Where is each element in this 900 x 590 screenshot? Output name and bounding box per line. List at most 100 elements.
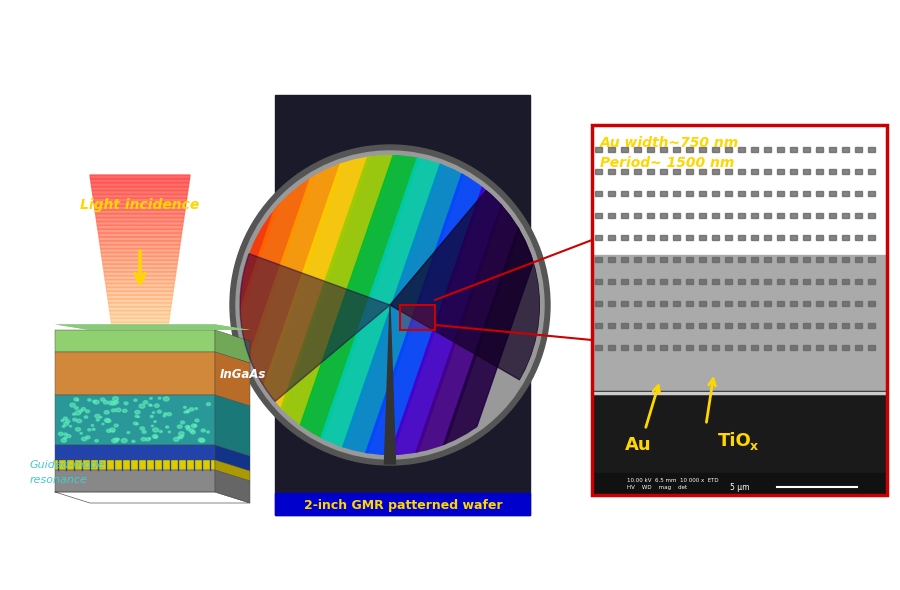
Bar xyxy=(608,279,615,284)
Bar xyxy=(855,213,862,218)
Polygon shape xyxy=(97,221,184,225)
Polygon shape xyxy=(215,445,250,471)
Bar xyxy=(803,169,810,174)
Bar xyxy=(647,191,654,196)
Ellipse shape xyxy=(58,432,63,435)
Polygon shape xyxy=(55,324,250,330)
Bar xyxy=(592,473,887,495)
Polygon shape xyxy=(94,206,185,210)
Ellipse shape xyxy=(150,405,152,407)
Ellipse shape xyxy=(177,436,181,438)
Bar xyxy=(634,169,641,174)
Ellipse shape xyxy=(93,400,96,402)
Ellipse shape xyxy=(113,438,119,441)
Polygon shape xyxy=(290,155,420,455)
Ellipse shape xyxy=(112,396,119,401)
Bar xyxy=(634,345,641,350)
Ellipse shape xyxy=(101,398,105,401)
Bar xyxy=(738,169,745,174)
Bar xyxy=(634,235,641,240)
Bar xyxy=(842,345,849,350)
Bar xyxy=(855,257,862,262)
Bar xyxy=(803,257,810,262)
Ellipse shape xyxy=(87,399,91,401)
Bar xyxy=(660,257,667,262)
Bar xyxy=(751,323,758,328)
Bar xyxy=(608,147,615,152)
Bar xyxy=(608,169,615,174)
Ellipse shape xyxy=(150,415,153,418)
Ellipse shape xyxy=(141,438,146,441)
Bar xyxy=(673,301,680,306)
Bar xyxy=(673,235,680,240)
Wedge shape xyxy=(240,254,390,401)
Bar xyxy=(725,301,732,306)
Polygon shape xyxy=(110,314,170,319)
Bar xyxy=(660,301,667,306)
Bar xyxy=(764,235,771,240)
Bar xyxy=(777,323,784,328)
Ellipse shape xyxy=(86,436,90,439)
Bar xyxy=(621,257,628,262)
Ellipse shape xyxy=(73,418,77,421)
Text: HV    WD    mag    det: HV WD mag det xyxy=(627,486,687,490)
Bar xyxy=(595,257,602,262)
Bar xyxy=(842,279,849,284)
Bar xyxy=(660,213,667,218)
Polygon shape xyxy=(106,287,174,291)
Ellipse shape xyxy=(112,439,118,443)
Bar xyxy=(803,147,810,152)
Bar xyxy=(673,345,680,350)
Bar xyxy=(868,191,875,196)
Bar xyxy=(634,279,641,284)
Ellipse shape xyxy=(106,430,111,432)
Ellipse shape xyxy=(151,425,154,427)
Polygon shape xyxy=(109,307,171,310)
Text: 10.00 kV  6.5 mm  10 000 x  ETD: 10.00 kV 6.5 mm 10 000 x ETD xyxy=(627,478,718,483)
Bar xyxy=(777,301,784,306)
Bar xyxy=(634,301,641,306)
Polygon shape xyxy=(92,186,188,191)
Bar xyxy=(660,169,667,174)
Bar xyxy=(686,191,693,196)
Ellipse shape xyxy=(102,423,104,425)
Ellipse shape xyxy=(146,438,150,441)
Bar xyxy=(764,257,771,262)
Bar xyxy=(868,213,875,218)
Ellipse shape xyxy=(186,428,190,430)
Ellipse shape xyxy=(143,401,148,404)
Ellipse shape xyxy=(64,422,68,425)
Bar xyxy=(647,147,654,152)
Ellipse shape xyxy=(230,145,550,465)
Polygon shape xyxy=(215,330,250,363)
Polygon shape xyxy=(90,175,190,179)
Bar xyxy=(790,191,797,196)
Ellipse shape xyxy=(85,416,88,418)
Bar xyxy=(738,345,745,350)
Bar xyxy=(712,147,719,152)
Bar xyxy=(855,323,862,328)
Ellipse shape xyxy=(195,419,199,422)
Bar xyxy=(595,301,602,306)
Bar xyxy=(790,169,797,174)
Ellipse shape xyxy=(148,438,151,440)
Polygon shape xyxy=(215,460,250,481)
Ellipse shape xyxy=(189,429,194,432)
Bar xyxy=(647,235,654,240)
Bar xyxy=(816,235,823,240)
Bar xyxy=(725,345,732,350)
Bar xyxy=(777,191,784,196)
Ellipse shape xyxy=(164,413,167,415)
Ellipse shape xyxy=(117,438,120,440)
Bar xyxy=(608,191,615,196)
Bar xyxy=(842,213,849,218)
Bar xyxy=(621,279,628,284)
Ellipse shape xyxy=(191,424,196,428)
Bar xyxy=(686,235,693,240)
Bar xyxy=(738,191,745,196)
Bar xyxy=(660,323,667,328)
Ellipse shape xyxy=(174,437,179,441)
Bar xyxy=(738,323,745,328)
Ellipse shape xyxy=(82,437,86,441)
Bar xyxy=(777,147,784,152)
